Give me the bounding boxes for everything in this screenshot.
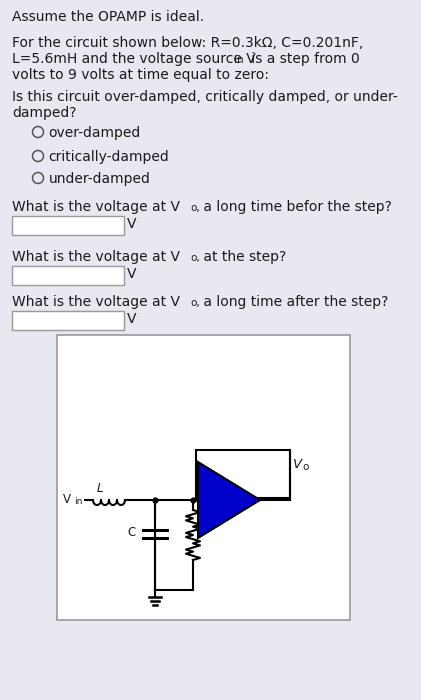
Text: o: o [302,462,308,472]
Text: o,: o, [190,298,200,308]
Text: R: R [202,518,210,531]
Text: over-damped: over-damped [48,126,141,140]
Text: at the step?: at the step? [199,250,286,264]
Text: V: V [63,493,71,506]
Text: o,: o, [190,203,200,213]
Text: Is this circuit over-damped, critically damped, or under-: Is this circuit over-damped, critically … [12,90,398,104]
Text: V: V [127,267,136,281]
Text: a long time after the step?: a long time after the step? [199,295,389,309]
Text: under-damped: under-damped [48,172,150,186]
Text: L=5.6mH and the voltage source V: L=5.6mH and the voltage source V [12,52,256,66]
Bar [12,266,124,285]
Text: What is the voltage at V: What is the voltage at V [12,200,180,214]
Text: L: L [97,482,104,495]
Bar [57,335,350,620]
Text: critically-damped: critically-damped [48,150,169,164]
Text: For the circuit shown below: R=0.3kΩ, C=0.201nF,: For the circuit shown below: R=0.3kΩ, C=… [12,36,363,50]
Text: Assume the OPAMP is ideal.: Assume the OPAMP is ideal. [12,10,204,24]
Text: What is the voltage at V: What is the voltage at V [12,295,180,309]
Text: is a step from 0: is a step from 0 [247,52,360,66]
Bar [196,450,290,498]
Text: V: V [293,458,302,471]
Bar [12,311,124,330]
Text: What is the voltage at V: What is the voltage at V [12,250,180,264]
Polygon shape [198,462,260,538]
Text: a long time befor the step?: a long time befor the step? [199,200,392,214]
Text: C: C [127,526,135,539]
Text: in: in [234,55,244,65]
Text: o,: o, [190,253,200,263]
Text: in: in [74,497,83,506]
Text: volts to 9 volts at time equal to zero:: volts to 9 volts at time equal to zero: [12,68,269,82]
Text: damped?: damped? [12,106,77,120]
Bar [12,216,124,235]
Text: V: V [127,312,136,326]
Text: V: V [127,217,136,231]
